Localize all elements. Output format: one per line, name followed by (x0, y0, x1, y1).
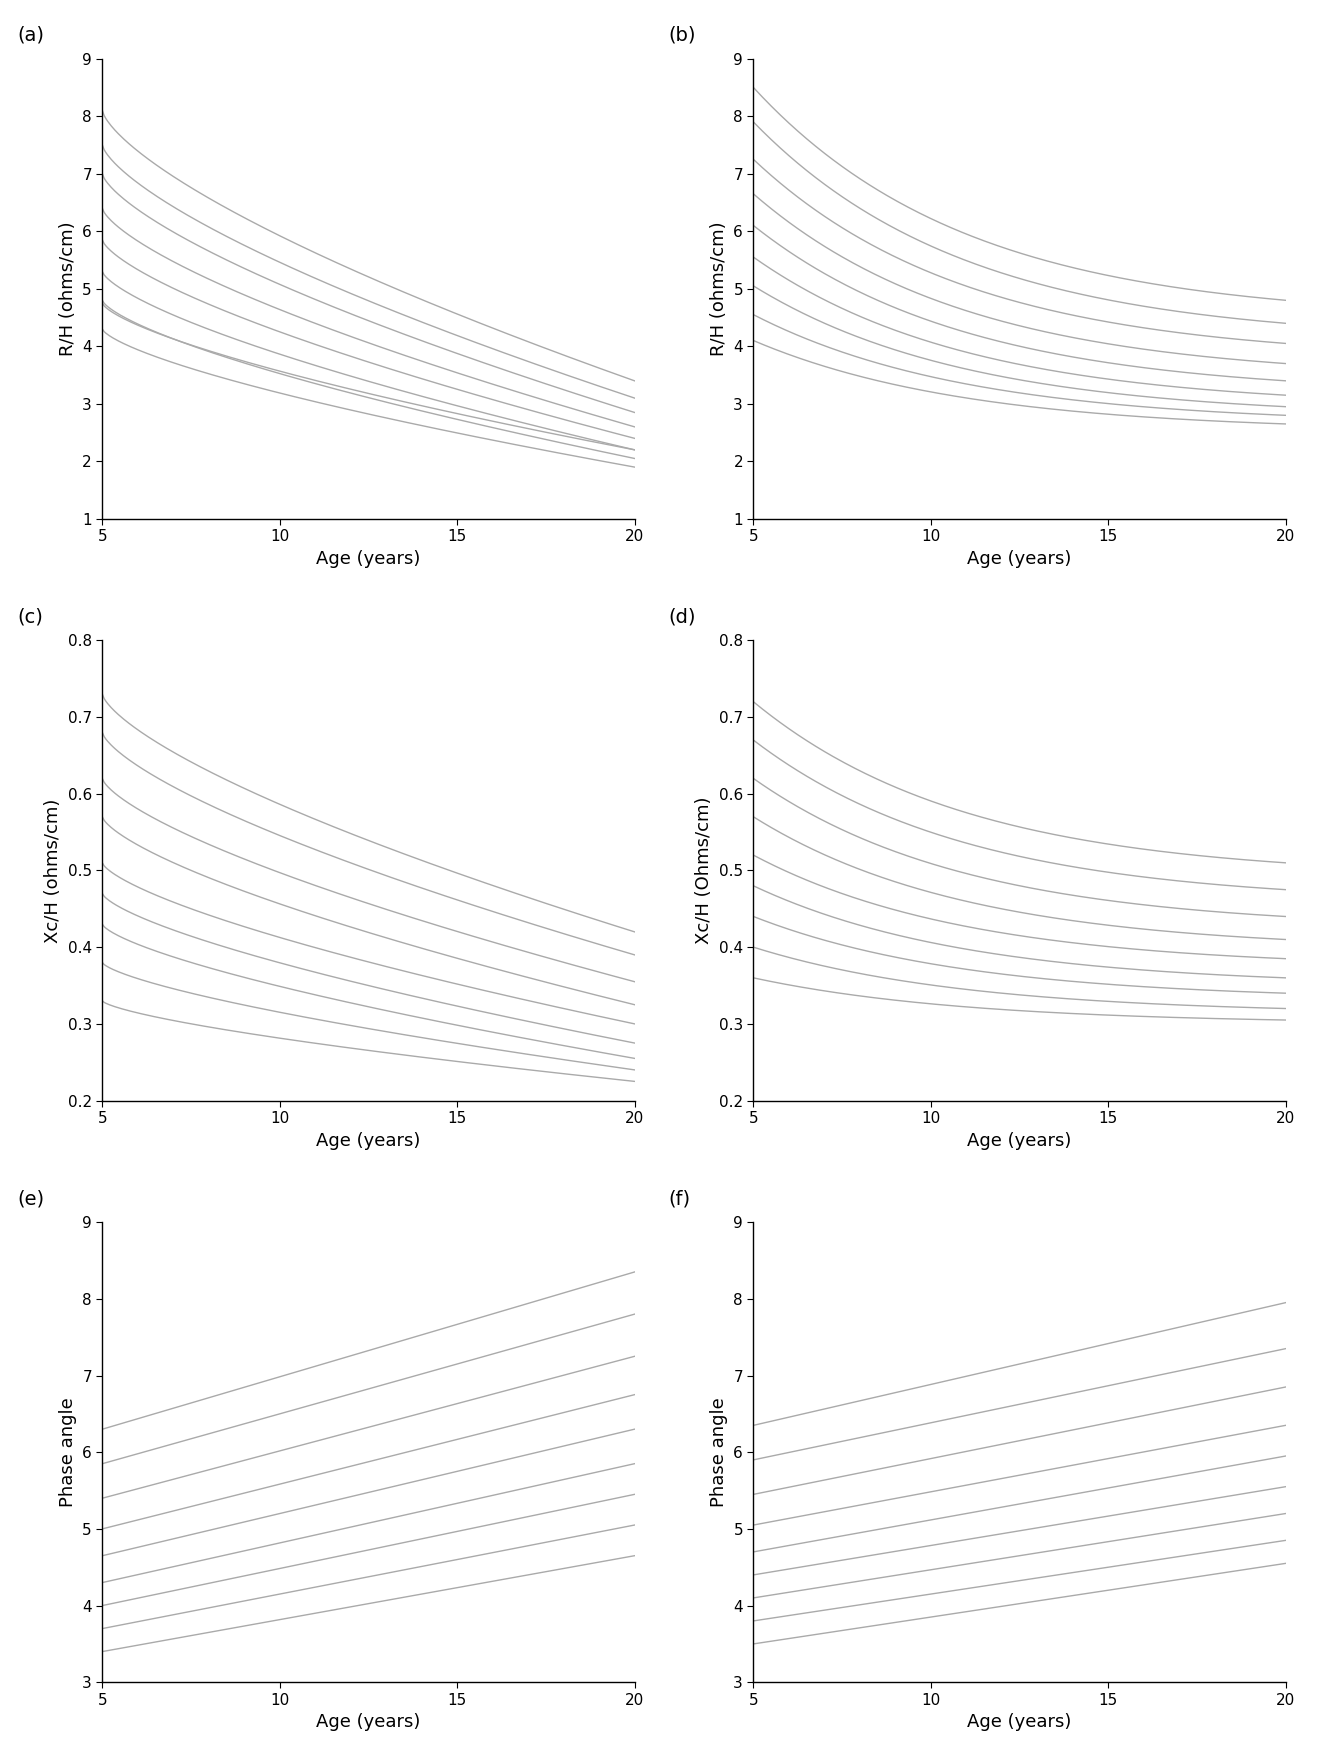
Text: (c): (c) (17, 607, 44, 626)
Y-axis label: Xc/H (Ohms/cm): Xc/H (Ohms/cm) (695, 797, 713, 945)
X-axis label: Age (years): Age (years) (316, 1131, 421, 1150)
Y-axis label: Phase angle: Phase angle (709, 1397, 728, 1507)
Text: (b): (b) (668, 26, 696, 46)
Text: (e): (e) (17, 1189, 45, 1208)
Text: (d): (d) (668, 607, 696, 626)
X-axis label: Age (years): Age (years) (967, 1131, 1072, 1150)
X-axis label: Age (years): Age (years) (967, 551, 1072, 568)
X-axis label: Age (years): Age (years) (967, 1713, 1072, 1731)
Y-axis label: Phase angle: Phase angle (58, 1397, 77, 1507)
Text: (f): (f) (668, 1189, 691, 1208)
X-axis label: Age (years): Age (years) (316, 551, 421, 568)
Text: (a): (a) (17, 26, 44, 46)
Y-axis label: R/H (ohms/cm): R/H (ohms/cm) (58, 222, 77, 355)
Y-axis label: R/H (ohms/cm): R/H (ohms/cm) (709, 222, 728, 355)
X-axis label: Age (years): Age (years) (316, 1713, 421, 1731)
Y-axis label: Xc/H (ohms/cm): Xc/H (ohms/cm) (44, 799, 62, 943)
